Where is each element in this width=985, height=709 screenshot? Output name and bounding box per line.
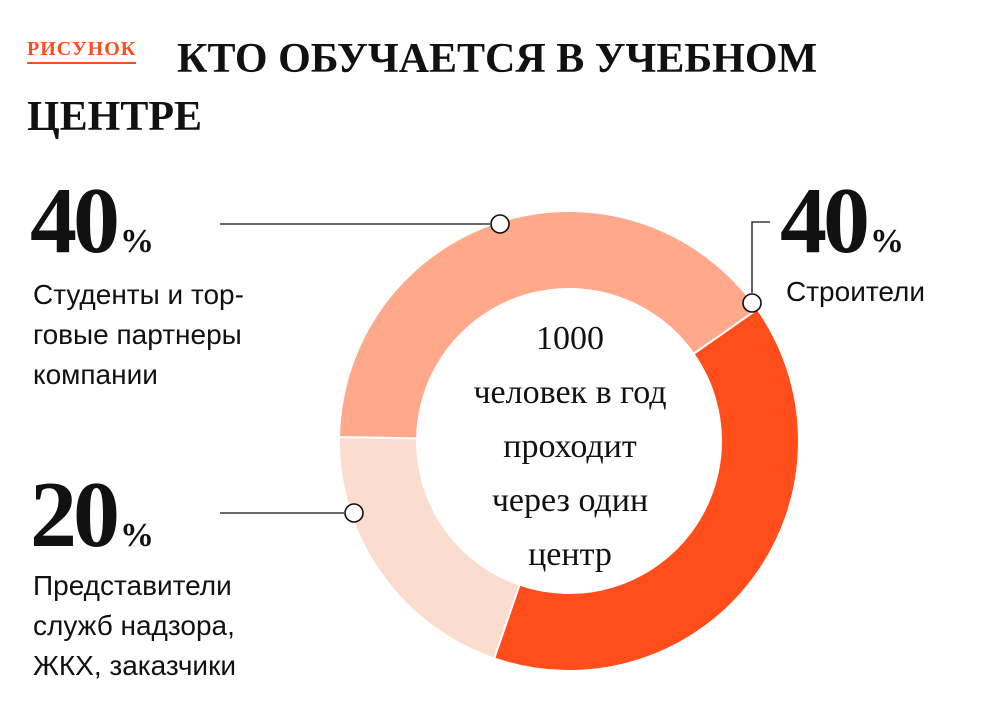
slice-students bbox=[338, 210, 759, 440]
marker-dot-builders bbox=[742, 293, 762, 313]
label-line: ЖКХ, заказчики bbox=[33, 650, 236, 681]
label-line: служб надзора, bbox=[33, 610, 235, 641]
center-line: центр bbox=[528, 536, 612, 573]
marker-dot-students bbox=[490, 214, 510, 234]
kicker-label: РИСУНОК bbox=[27, 38, 137, 64]
stat-unit: % bbox=[120, 223, 154, 260]
stat-value: 20 bbox=[30, 463, 120, 567]
center-number: 1000 bbox=[536, 320, 604, 357]
center-line: проходит bbox=[503, 428, 637, 465]
label-line: Студенты и тор- bbox=[33, 279, 244, 310]
stat-value: 40 bbox=[30, 169, 120, 273]
stat-unit: % bbox=[120, 517, 154, 554]
label-line: компании bbox=[33, 359, 158, 390]
stat-students: 40% bbox=[30, 174, 154, 268]
label-supervisors: Представители служб надзора, ЖКХ, заказч… bbox=[33, 566, 236, 686]
center-line: через один bbox=[491, 482, 649, 519]
label-builders: Строители bbox=[786, 276, 925, 307]
leader-line-builders bbox=[751, 221, 770, 293]
label-line: говые партнеры bbox=[33, 319, 242, 350]
chart-title: КТО ОБУЧАЕТСЯ В УЧЕБНОМ ЦЕНТРЕ bbox=[27, 36, 818, 140]
center-caption: 1000 человек в год проходит через один ц… bbox=[430, 312, 710, 582]
stat-builders: 40% bbox=[780, 174, 904, 268]
slice-builders bbox=[492, 307, 800, 672]
stat-value: 40 bbox=[780, 169, 870, 273]
label-students: Студенты и тор- говые партнеры компании bbox=[33, 275, 244, 395]
label-line: Представители bbox=[33, 570, 232, 601]
stat-unit: % bbox=[870, 223, 904, 260]
center-line: человек в год bbox=[473, 374, 667, 411]
stat-supervisors: 20% bbox=[30, 468, 154, 562]
marker-dot-supervisors bbox=[344, 503, 364, 523]
